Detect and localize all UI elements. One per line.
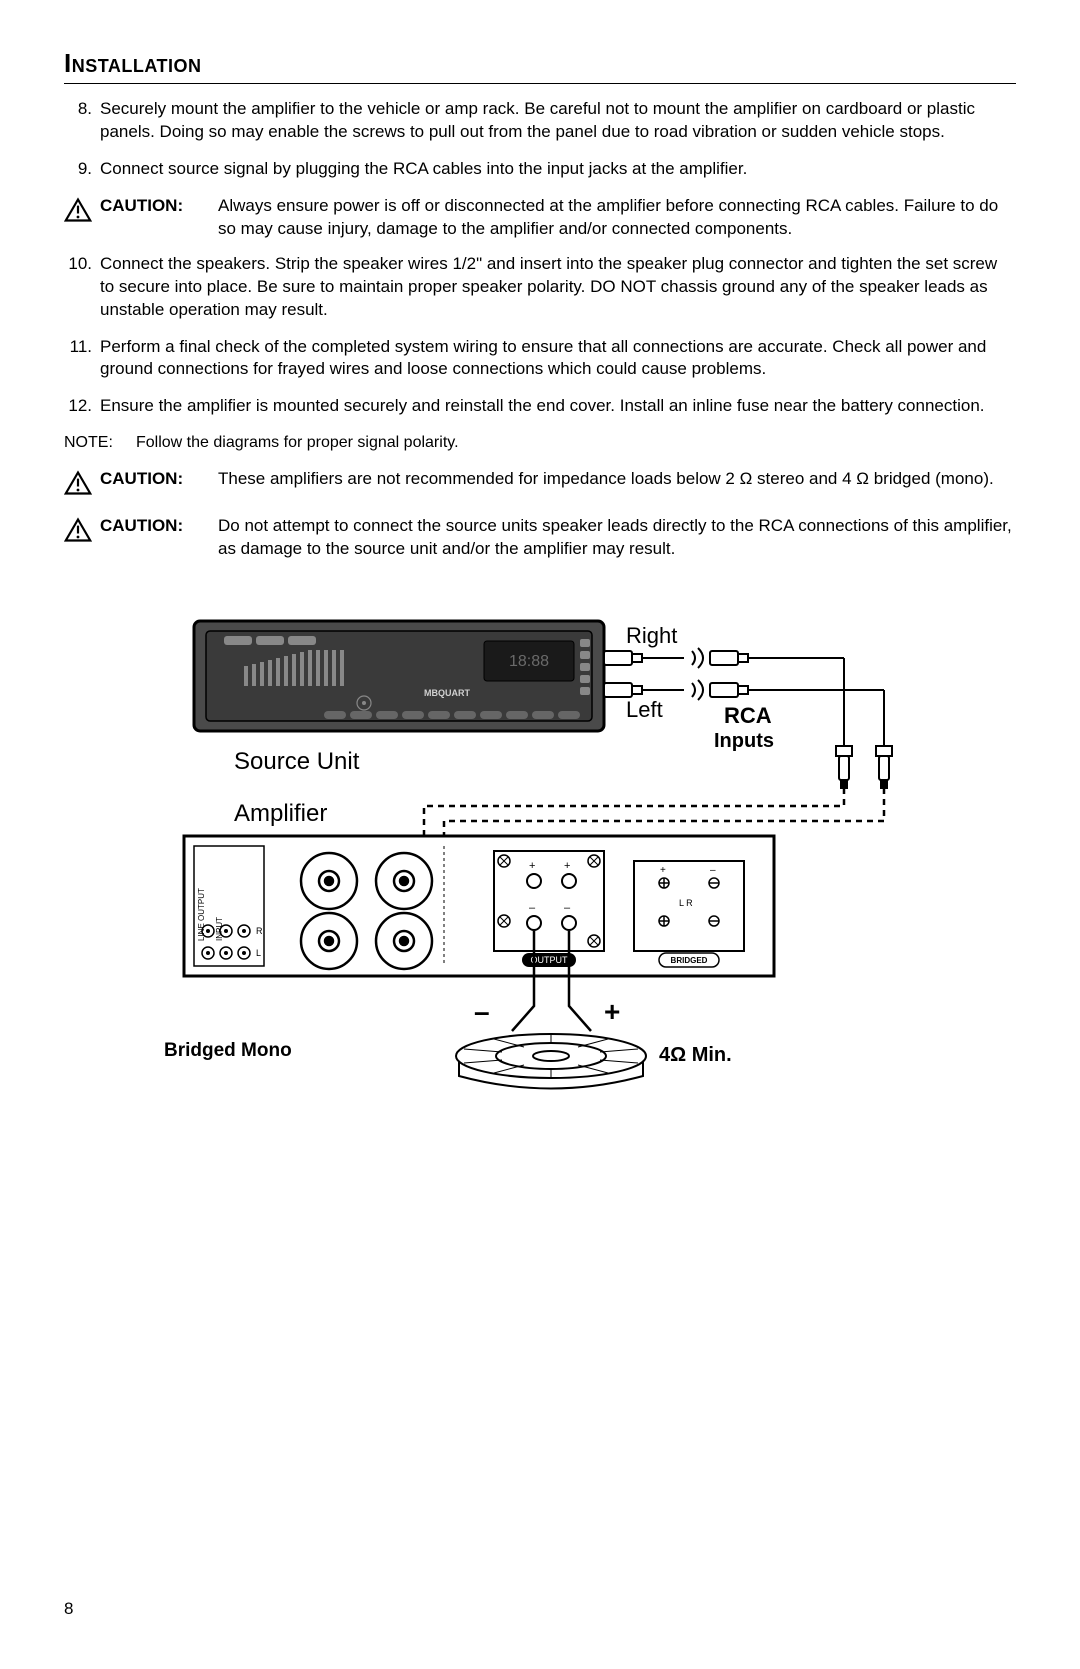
- source-unit-graphic: 18:88 MBQUART: [194, 621, 604, 731]
- caution-2: CAUTION: These amplifiers are not recomm…: [64, 468, 1016, 503]
- caution-1: CAUTION: Always ensure power is off or d…: [64, 195, 1016, 241]
- svg-text:–: –: [529, 902, 536, 914]
- step-text: Connect the speakers. Strip the speaker …: [100, 253, 1016, 322]
- svg-text:–: –: [564, 902, 571, 914]
- caution-text: Do not attempt to connect the source uni…: [218, 515, 1016, 561]
- caution-label: CAUTION:: [100, 515, 218, 538]
- steps-list-1: 8. Securely mount the amplifier to the v…: [64, 98, 1016, 181]
- page-title: Installation: [64, 48, 1016, 84]
- svg-text:L R: L R: [679, 898, 693, 908]
- svg-text:+: +: [660, 865, 666, 876]
- wiring-diagram: 18:88 MBQUART: [144, 611, 924, 1131]
- step-item: 10. Connect the speakers. Strip the spea…: [64, 253, 1016, 322]
- step-text: Ensure the amplifier is mounted securely…: [100, 395, 1016, 418]
- label-plus: +: [604, 996, 620, 1027]
- warning-icon: [64, 468, 100, 503]
- step-number: 11.: [64, 336, 100, 382]
- step-number: 10.: [64, 253, 100, 322]
- step-text: Securely mount the amplifier to the vehi…: [100, 98, 1016, 144]
- label-amplifier: Amplifier: [234, 800, 327, 827]
- label-rca: RCA: [724, 703, 772, 728]
- svg-text:MBQUART: MBQUART: [424, 688, 470, 698]
- rca-dashed-path: [424, 788, 884, 836]
- step-number: 9.: [64, 158, 100, 181]
- label-source-unit: Source Unit: [234, 748, 360, 775]
- steps-list-2: 10. Connect the speakers. Strip the spea…: [64, 253, 1016, 419]
- svg-text:18:88: 18:88: [509, 653, 549, 670]
- caution-3: CAUTION: Do not attempt to connect the s…: [64, 515, 1016, 561]
- step-item: 12. Ensure the amplifier is mounted secu…: [64, 395, 1016, 418]
- label-min-impedance: 4Ω Min.: [659, 1044, 732, 1066]
- svg-text:L: L: [256, 948, 261, 958]
- speaker-graphic: [456, 1034, 646, 1089]
- warning-icon: [64, 515, 100, 550]
- label-minus: –: [474, 996, 490, 1027]
- note-row: NOTE: Follow the diagrams for proper sig…: [64, 432, 1016, 454]
- svg-text:OUTPUT: OUTPUT: [531, 955, 569, 965]
- step-text: Connect source signal by plugging the RC…: [100, 158, 1016, 181]
- page-number: 8: [64, 1599, 73, 1619]
- caution-text: These amplifiers are not recommended for…: [218, 468, 1016, 491]
- label-left: Left: [626, 697, 663, 722]
- label-inputs: Inputs: [714, 730, 774, 752]
- svg-text:+: +: [564, 860, 570, 872]
- svg-text:+: +: [529, 860, 535, 872]
- caution-text: Always ensure power is off or disconnect…: [218, 195, 1016, 241]
- step-item: 8. Securely mount the amplifier to the v…: [64, 98, 1016, 144]
- svg-text:R: R: [256, 926, 263, 936]
- svg-text:INPUT: INPUT: [215, 917, 224, 941]
- caution-label: CAUTION:: [100, 195, 218, 218]
- svg-text:LINE OUTPUT: LINE OUTPUT: [197, 888, 206, 941]
- label-bridged-mono: Bridged Mono: [164, 1040, 292, 1061]
- step-item: 11. Perform a final check of the complet…: [64, 336, 1016, 382]
- step-item: 9. Connect source signal by plugging the…: [64, 158, 1016, 181]
- note-text: Follow the diagrams for proper signal po…: [136, 432, 1016, 454]
- svg-text:BRIDGED: BRIDGED: [671, 956, 708, 965]
- step-text: Perform a final check of the completed s…: [100, 336, 1016, 382]
- amplifier-graphic: LINE OUTPUT INPUT R L: [184, 836, 774, 976]
- label-right: Right: [626, 623, 677, 648]
- caution-label: CAUTION:: [100, 468, 218, 491]
- svg-text:–: –: [710, 865, 716, 876]
- step-number: 8.: [64, 98, 100, 144]
- warning-icon: [64, 195, 100, 230]
- note-label: NOTE:: [64, 432, 136, 454]
- step-number: 12.: [64, 395, 100, 418]
